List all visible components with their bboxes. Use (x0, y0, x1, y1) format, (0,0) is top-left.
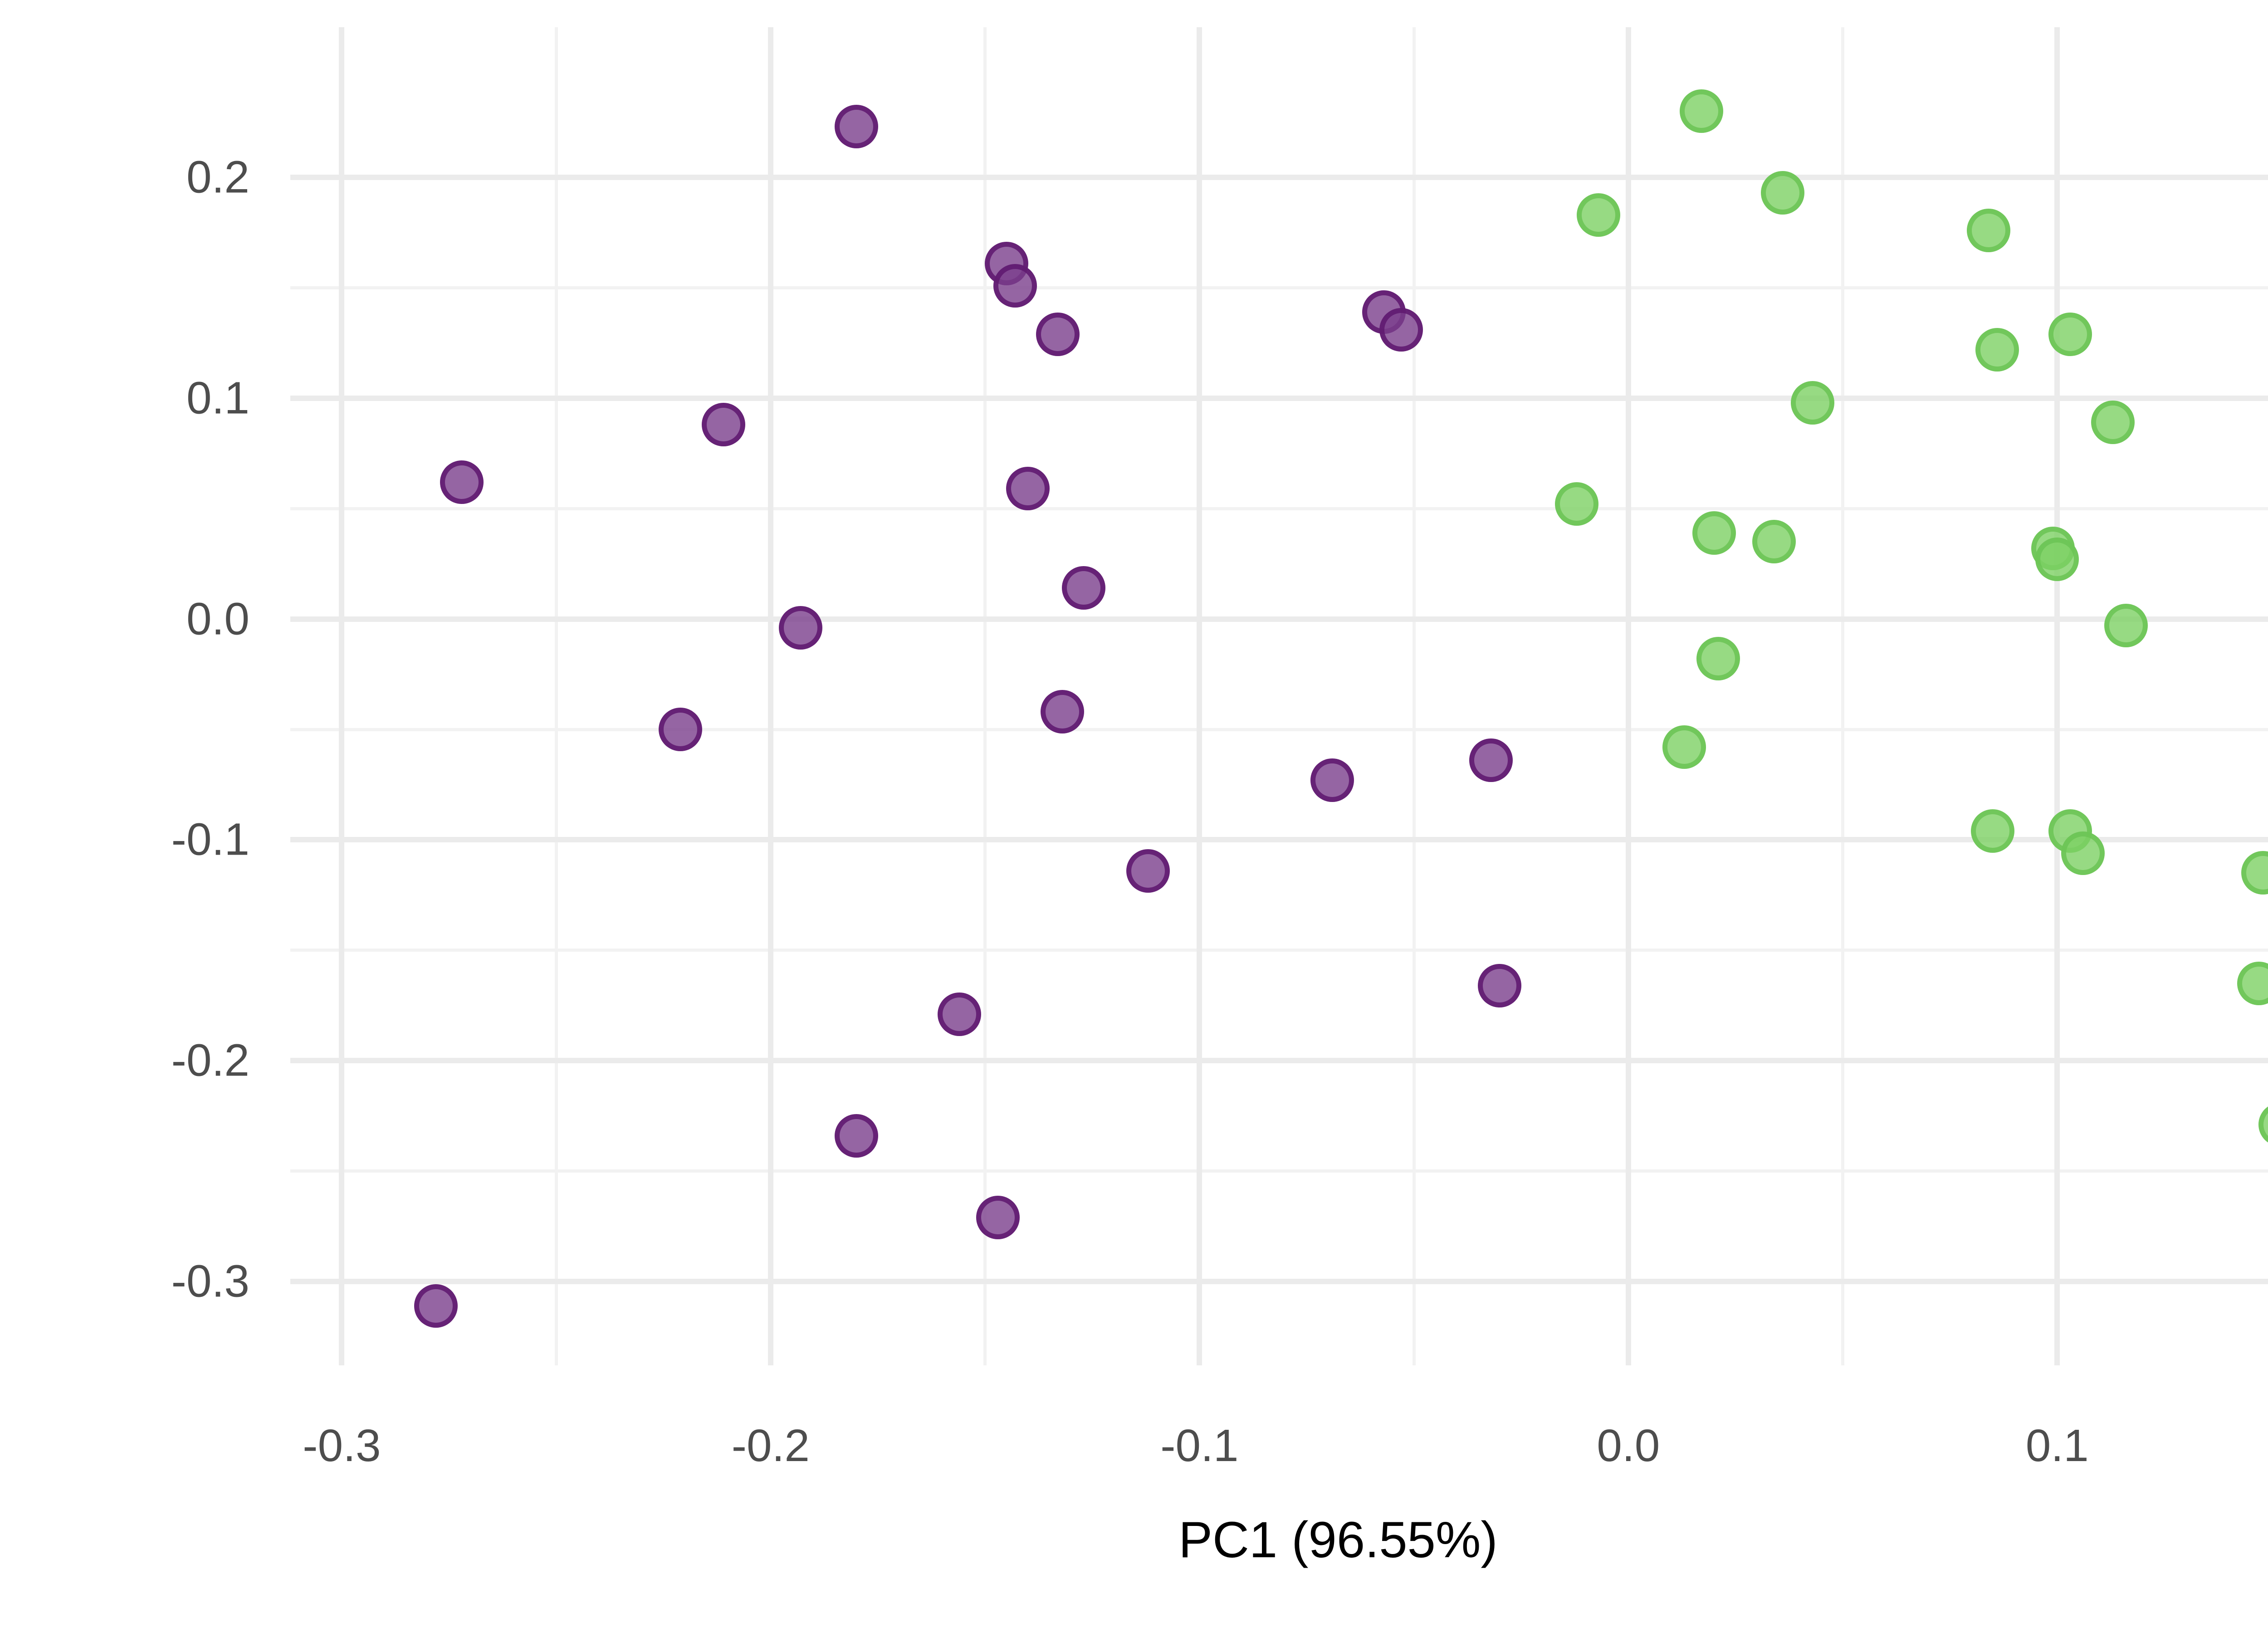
data-point (1692, 511, 1736, 555)
minor-gridline-h (290, 1169, 2268, 1173)
minor-gridline-h (290, 507, 2268, 510)
data-point (1036, 312, 1080, 356)
data-point (835, 1114, 878, 1158)
major-gridline-v (1197, 27, 1202, 1365)
data-point (1971, 809, 2015, 853)
data-point (779, 606, 823, 650)
data-point (1040, 690, 1084, 734)
data-point (1310, 758, 1354, 802)
data-point (2035, 538, 2079, 582)
data-point (1006, 467, 1050, 511)
major-gridline-h (290, 175, 2268, 181)
data-point (1791, 381, 1835, 425)
y-tick-label: 0.2 (186, 152, 249, 203)
x-axis-title: PC1 (96.55%) (0, 1511, 2268, 1601)
data-point (976, 1195, 1020, 1239)
data-point (1478, 963, 1522, 1007)
x-tick-label: -0.1 (1160, 1420, 1239, 1471)
x-tick-label: 0.1 (2025, 1420, 2089, 1471)
plot-panel (290, 27, 2268, 1365)
data-point (1679, 89, 1723, 133)
data-point (414, 1284, 458, 1328)
data-point (1975, 328, 2019, 372)
minor-gridline-h (290, 728, 2268, 731)
y-tick-label: 0.1 (186, 372, 249, 424)
major-gridline-h (290, 1058, 2268, 1064)
data-point (1752, 520, 1796, 564)
minor-gridline-v (983, 27, 987, 1365)
major-gridline-h (290, 395, 2268, 401)
data-point (1379, 308, 1423, 352)
major-gridline-v (1625, 27, 1631, 1365)
data-point (2237, 961, 2268, 1005)
data-point (2091, 401, 2135, 445)
x-tick-label: -0.2 (731, 1420, 810, 1471)
data-point (2258, 1103, 2268, 1147)
major-gridline-v (767, 27, 773, 1365)
y-tick-label: -0.3 (171, 1256, 249, 1307)
data-point (937, 992, 981, 1036)
data-point (659, 708, 703, 752)
data-point (1126, 849, 1170, 893)
x-axis-title-text: PC1 (96.55%) (1178, 1511, 1498, 1568)
data-point (2104, 604, 2148, 648)
data-point (1469, 738, 1513, 782)
data-point (1576, 193, 1620, 237)
minor-gridline-v (1412, 27, 1416, 1365)
y-tick-label: -0.2 (171, 1035, 249, 1086)
data-point (2048, 312, 2092, 356)
major-gridline-h (290, 837, 2268, 843)
minor-gridline-v (1841, 27, 1845, 1365)
data-point (701, 403, 745, 447)
data-point (1696, 637, 1740, 681)
data-point (2241, 851, 2268, 895)
data-point (2061, 831, 2105, 875)
data-point (1062, 566, 1106, 610)
minor-gridline-h (290, 286, 2268, 289)
x-tick-label: -0.3 (303, 1420, 381, 1471)
y-tick-label: -0.1 (171, 814, 249, 865)
major-gridline-h (290, 616, 2268, 622)
y-tick-label: 0.0 (186, 593, 249, 645)
data-point (993, 264, 1037, 308)
x-tick-label: 0.0 (1597, 1420, 1660, 1471)
data-point (440, 460, 484, 504)
data-point (1967, 208, 2010, 252)
minor-gridline-h (290, 949, 2268, 952)
major-gridline-v (2054, 27, 2060, 1365)
data-point (1761, 171, 1805, 215)
major-gridline-v (339, 27, 345, 1365)
data-point (835, 105, 878, 149)
major-gridline-h (290, 1279, 2268, 1285)
data-point (1555, 482, 1599, 526)
minor-gridline-v (554, 27, 558, 1365)
data-point (1662, 725, 1706, 769)
